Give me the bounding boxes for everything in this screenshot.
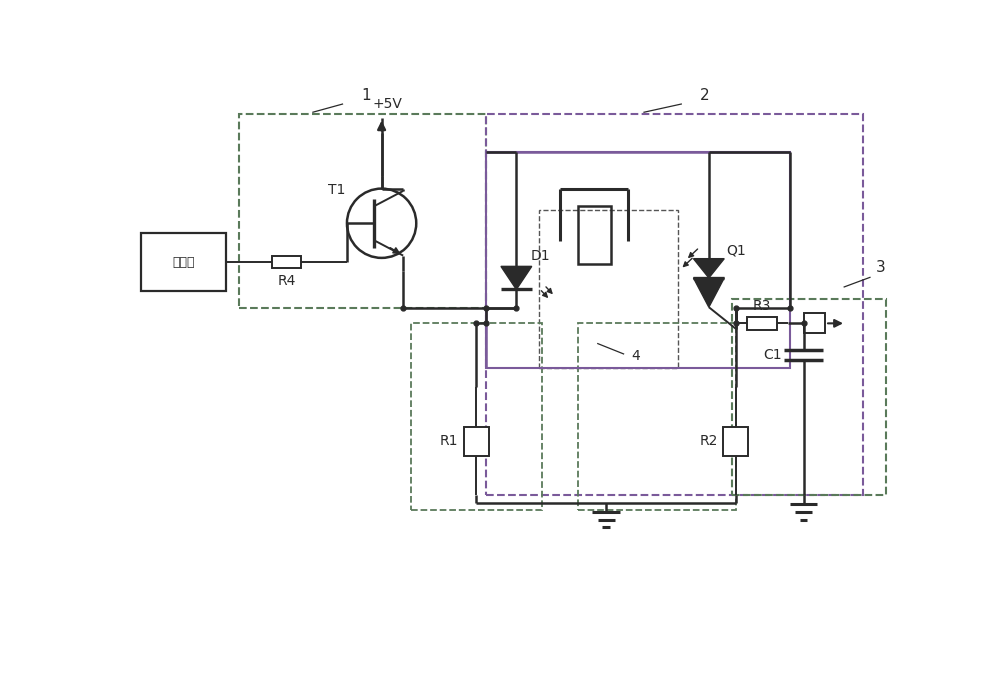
Polygon shape — [501, 266, 532, 289]
Text: +5V: +5V — [373, 96, 403, 110]
Bar — [486, 114, 863, 495]
Bar — [486, 152, 790, 368]
Bar — [141, 233, 226, 291]
Text: 3: 3 — [876, 260, 885, 275]
Text: R1: R1 — [440, 434, 459, 448]
Text: 4: 4 — [631, 350, 640, 363]
Bar — [239, 114, 486, 308]
Text: 控制器: 控制器 — [172, 256, 195, 268]
Bar — [732, 298, 886, 495]
Polygon shape — [693, 278, 724, 307]
Bar — [578, 324, 736, 510]
Bar — [539, 210, 678, 368]
Polygon shape — [693, 259, 724, 278]
Text: Q1: Q1 — [726, 244, 746, 258]
Text: R2: R2 — [700, 434, 718, 448]
Bar — [747, 317, 777, 329]
Bar — [578, 206, 611, 264]
Text: R3: R3 — [753, 299, 771, 313]
Text: C1: C1 — [763, 348, 782, 362]
Text: T1: T1 — [328, 183, 346, 197]
Bar — [411, 324, 542, 510]
Text: D1: D1 — [530, 250, 550, 264]
Text: R4: R4 — [277, 274, 296, 288]
Bar — [464, 426, 489, 456]
Text: 2: 2 — [700, 88, 710, 103]
Text: 1: 1 — [361, 88, 371, 103]
Bar — [723, 426, 748, 456]
Bar — [272, 256, 301, 268]
Bar — [804, 313, 825, 333]
